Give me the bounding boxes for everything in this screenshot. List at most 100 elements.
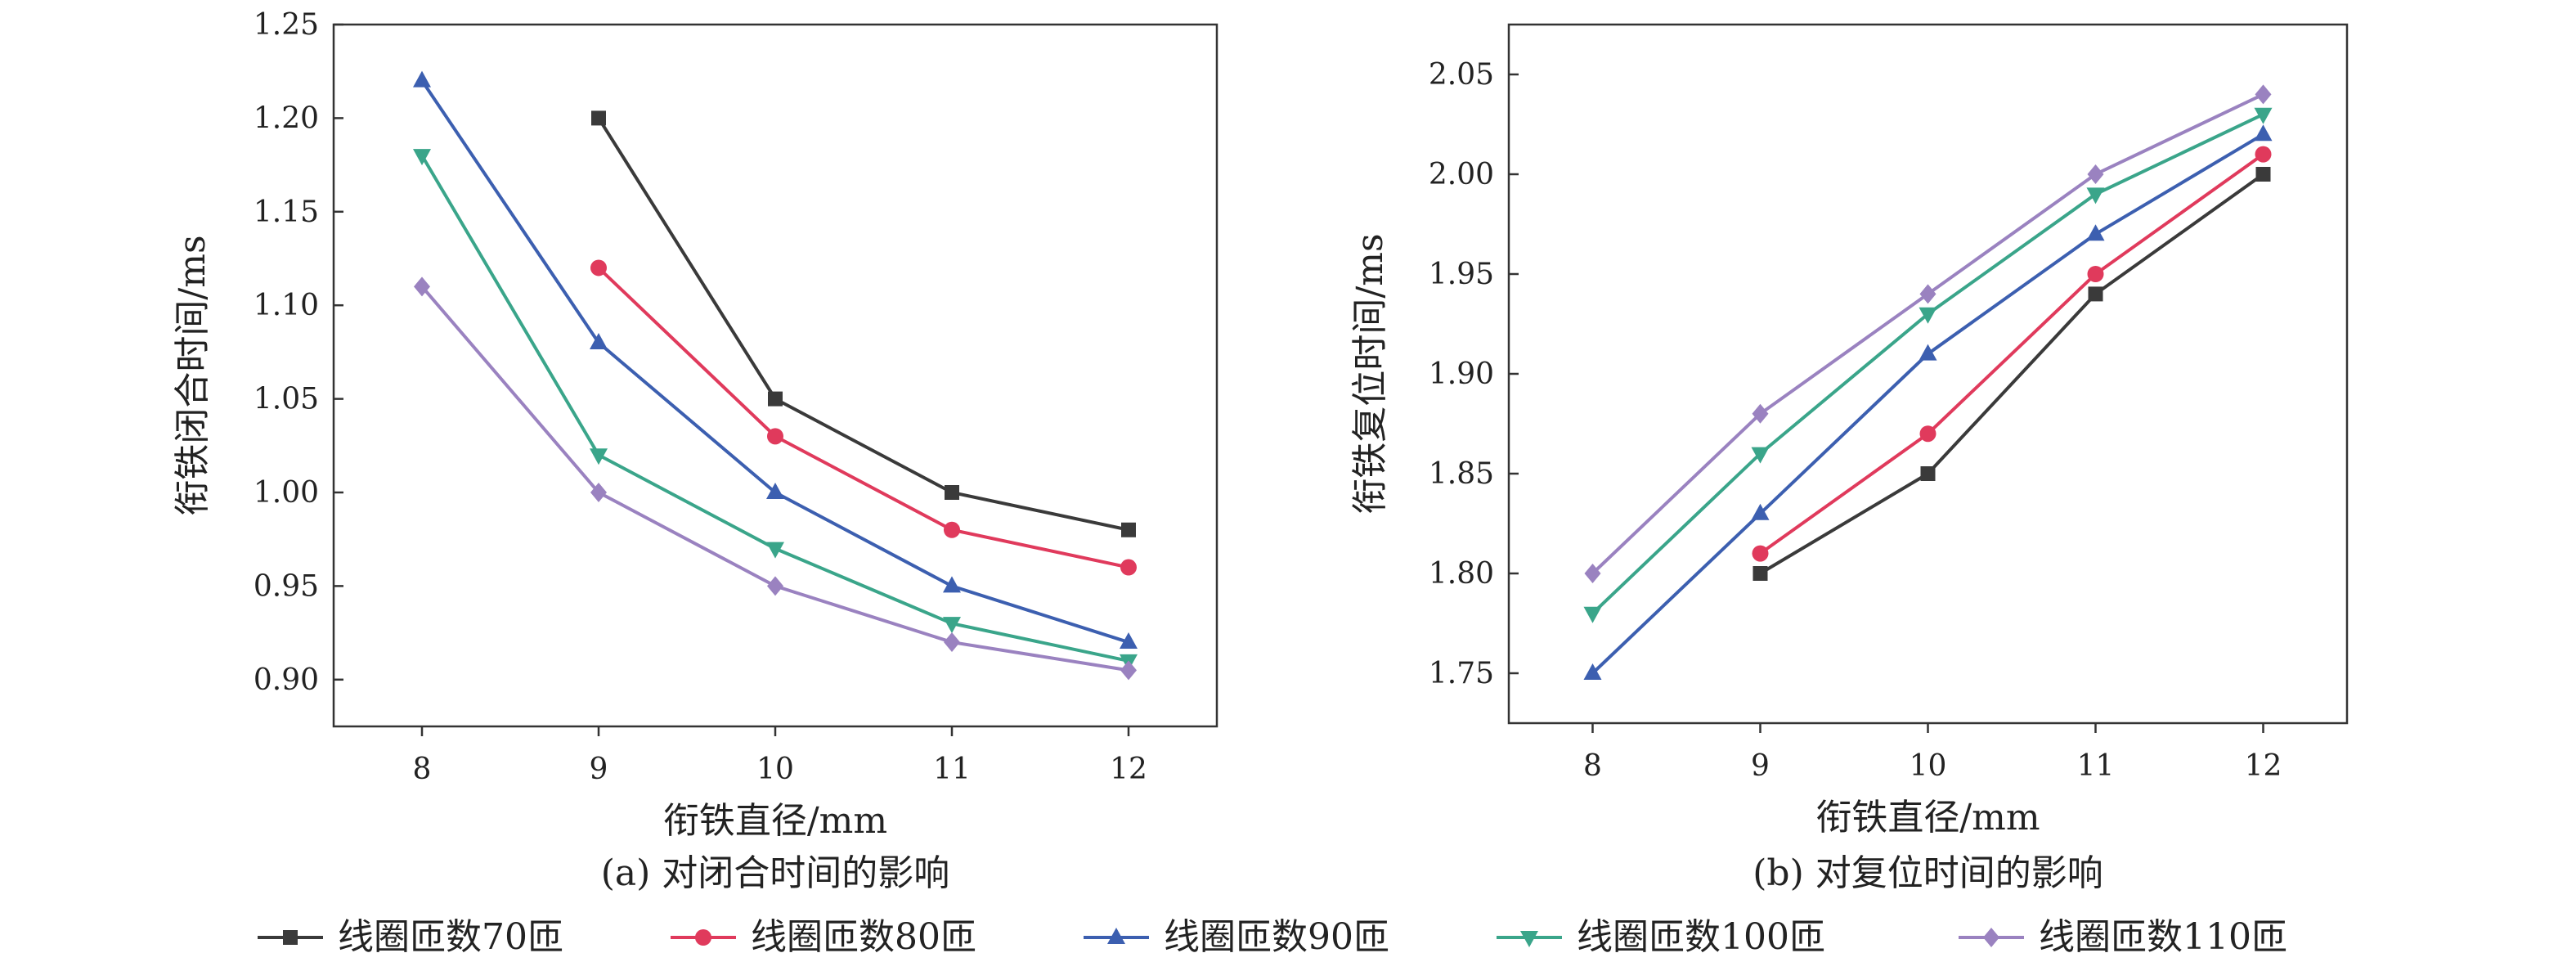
y-tick-label: 0.90 bbox=[254, 663, 319, 697]
series-line bbox=[1591, 112, 2264, 615]
plot-frame bbox=[1507, 23, 2349, 725]
data-point bbox=[2255, 167, 2271, 182]
legend-marker bbox=[1983, 928, 1999, 947]
x-axis-title: 衔铁直径/mm bbox=[663, 800, 887, 842]
y-tick-label: 1.80 bbox=[1429, 557, 1494, 591]
legend-marker bbox=[1520, 931, 1538, 947]
data-point bbox=[768, 391, 783, 407]
panel-caption: (b) 对复位时间的影响 bbox=[1752, 852, 2103, 894]
data-point bbox=[2255, 146, 2272, 163]
data-point bbox=[414, 276, 430, 297]
data-point bbox=[1583, 606, 1602, 623]
data-point bbox=[591, 110, 606, 126]
data-point bbox=[943, 576, 961, 593]
y-tick-label: 2.05 bbox=[1429, 58, 1494, 92]
data-point bbox=[1919, 284, 1936, 304]
data-point bbox=[413, 149, 431, 166]
x-tick-label: 9 bbox=[590, 753, 608, 786]
legend-label: 线圈匝数70匝 bbox=[338, 916, 563, 958]
y-tick-label: 1.95 bbox=[1429, 258, 1494, 291]
data-point bbox=[944, 521, 960, 538]
data-point bbox=[2254, 124, 2273, 142]
y-tick-label: 1.85 bbox=[1429, 457, 1494, 491]
x-tick-label: 11 bbox=[933, 753, 971, 786]
x-tick-label: 12 bbox=[1110, 753, 1147, 786]
data-point bbox=[2088, 286, 2103, 302]
data-point bbox=[1920, 466, 1936, 481]
y-tick-label: 1.15 bbox=[254, 196, 319, 229]
data-point bbox=[1121, 522, 1136, 537]
data-point bbox=[590, 483, 607, 502]
plot-frame bbox=[332, 23, 1218, 728]
data-point bbox=[1919, 344, 1937, 361]
legend-label: 线圈匝数90匝 bbox=[1164, 916, 1389, 958]
chart-panel-b: 1.75 1.80 1.85 1.90 1.95 2.00 2.05 8 9 10 11 12 衔铁直径… bbox=[1349, 23, 2349, 894]
x-tick-label: 8 bbox=[413, 753, 432, 786]
y-tick-label: 1.00 bbox=[254, 476, 319, 510]
x-axis-title: 衔铁直径/mm bbox=[1815, 797, 2040, 838]
data-point bbox=[945, 485, 959, 500]
data-point bbox=[1752, 566, 1768, 581]
legend: 线圈匝数70匝 线圈匝数80匝 线圈匝数90匝 线圈匝数100匝 线圈匝数110匝 bbox=[258, 916, 2287, 958]
data-point bbox=[1752, 403, 1769, 424]
y-tick-label: 1.75 bbox=[1429, 657, 1494, 690]
data-point bbox=[590, 332, 608, 349]
y-tick-label: 1.05 bbox=[254, 383, 319, 416]
data-point bbox=[1120, 660, 1137, 681]
data-point bbox=[2087, 164, 2104, 184]
legend-label: 线圈匝数80匝 bbox=[751, 916, 976, 958]
panel-caption: (a) 对闭合时间的影响 bbox=[601, 852, 950, 894]
series-line bbox=[1759, 152, 2264, 555]
data-point bbox=[2255, 84, 2272, 105]
series-line bbox=[1591, 133, 2264, 675]
data-point bbox=[2086, 187, 2105, 205]
data-point bbox=[413, 70, 431, 88]
legend-marker bbox=[695, 929, 711, 946]
data-point bbox=[766, 483, 784, 499]
data-point bbox=[1120, 559, 1137, 576]
series-line bbox=[597, 266, 1129, 569]
data-point bbox=[2086, 224, 2105, 241]
series-line bbox=[420, 285, 1129, 672]
legend-marker bbox=[283, 930, 298, 945]
data-point bbox=[767, 576, 783, 596]
legend-marker bbox=[1107, 928, 1125, 944]
data-point bbox=[1751, 503, 1770, 520]
legend-label: 线圈匝数110匝 bbox=[2039, 916, 2287, 958]
y-tick-label: 2.00 bbox=[1429, 158, 1494, 191]
data-point bbox=[1752, 545, 1769, 562]
series-line bbox=[1759, 173, 2264, 575]
data-point bbox=[590, 448, 608, 465]
data-point bbox=[766, 542, 784, 559]
x-tick-label: 8 bbox=[1583, 749, 1602, 783]
y-tick-label: 1.10 bbox=[254, 289, 319, 322]
legend-label: 线圈匝数100匝 bbox=[1577, 916, 1825, 958]
y-tick-label: 1.25 bbox=[254, 8, 319, 42]
data-point bbox=[1751, 447, 1770, 464]
data-point bbox=[943, 617, 961, 634]
chart-panel-a: 0.90 0.95 1.00 1.05 1.10 1.15 1.20 1.25 8 9 10 11 12… bbox=[172, 8, 1218, 894]
x-tick-label: 10 bbox=[756, 753, 794, 786]
data-point bbox=[1919, 425, 1936, 443]
data-point bbox=[2254, 107, 2273, 124]
data-point bbox=[1583, 663, 1602, 680]
data-point bbox=[1584, 564, 1601, 583]
y-tick-label: 1.20 bbox=[254, 101, 319, 135]
y-tick-label: 0.95 bbox=[254, 569, 319, 603]
data-point bbox=[1919, 307, 1937, 324]
data-point bbox=[2087, 266, 2104, 282]
y-axis-title: 衔铁复位时间/ms bbox=[1349, 233, 1391, 514]
y-axis-title: 衔铁闭合时间/ms bbox=[172, 235, 213, 515]
y-tick-label: 1.90 bbox=[1429, 357, 1494, 391]
x-tick-label: 9 bbox=[1751, 749, 1770, 783]
series-line bbox=[597, 117, 1129, 532]
data-point bbox=[1120, 632, 1138, 650]
data-point bbox=[944, 632, 960, 653]
series-line bbox=[1591, 92, 2264, 575]
x-tick-label: 10 bbox=[1910, 749, 1947, 783]
x-tick-label: 11 bbox=[2077, 749, 2115, 783]
x-tick-label: 12 bbox=[2245, 749, 2282, 783]
data-point bbox=[590, 259, 607, 276]
data-point bbox=[767, 428, 783, 445]
